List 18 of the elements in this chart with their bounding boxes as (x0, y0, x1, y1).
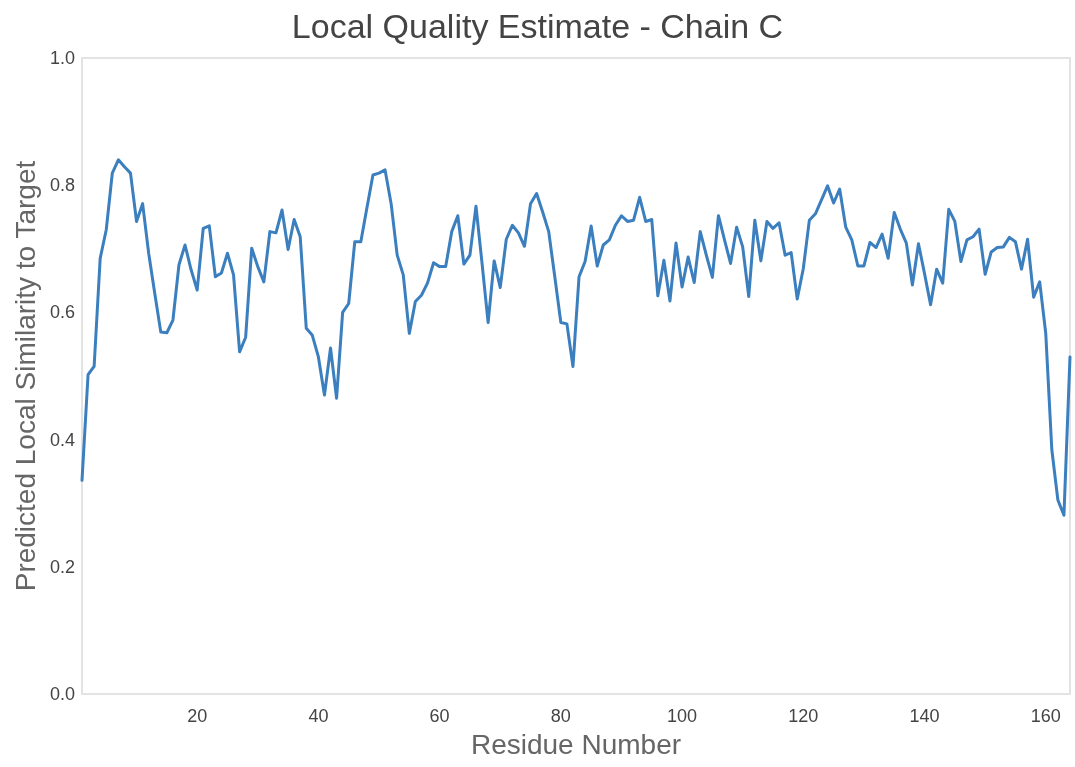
y-tick-label: 0.8 (49, 175, 75, 196)
x-tick-label: 20 (187, 706, 208, 726)
line-series (80, 158, 1072, 517)
x-tick-label: 40 (308, 706, 329, 726)
y-tick-label: 0.6 (49, 302, 75, 323)
x-tick-label: 80 (550, 706, 571, 726)
x-tick-label: 60 (429, 706, 450, 726)
y-tick-label: 1.0 (49, 48, 75, 68)
chart-title: Local Quality Estimate - Chain C (291, 7, 784, 45)
x-tick-label: 160 (1030, 706, 1061, 726)
y-tick-label: 0.0 (49, 684, 75, 704)
y-tick-label: 0.4 (49, 429, 75, 450)
y-axis-title: Predicted Local Similarity to Target (9, 160, 41, 592)
y-tick-label: 0.2 (49, 556, 75, 577)
x-tick-label: 140 (909, 706, 940, 726)
x-tick-label: 120 (788, 706, 819, 726)
x-tick-label: 100 (667, 706, 698, 726)
x-axis-title: Residue Number (470, 728, 682, 760)
